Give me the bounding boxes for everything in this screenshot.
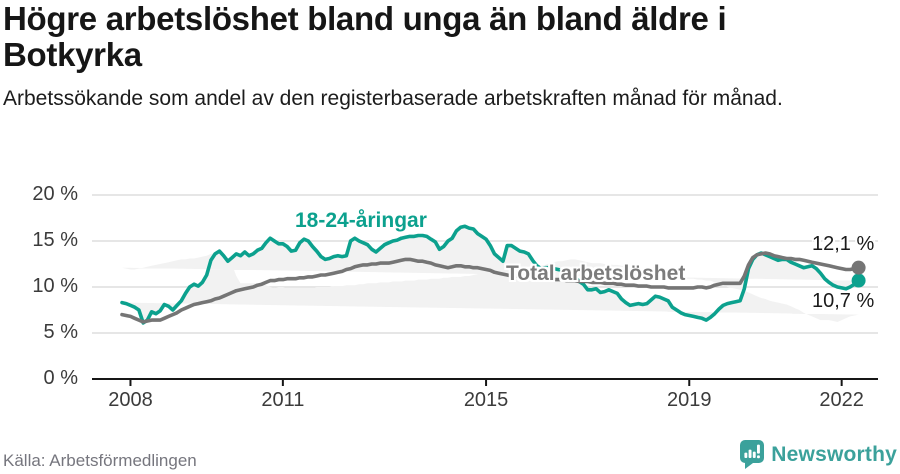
end-value-total: 12,1 %	[812, 233, 875, 255]
chart-canvas	[92, 194, 878, 386]
source-note: Källa: Arbetsförmedlingen	[3, 451, 197, 470]
chart-subtitle: Arbetssökande som andel av den registerb…	[3, 87, 783, 110]
line-total	[120, 251, 861, 324]
x-axis-label: 2011	[261, 389, 305, 411]
x-axis-label: 2019	[667, 389, 712, 411]
newsworthy-bubble-chart-icon	[740, 440, 765, 469]
series-label-total: Total arbetslöshet	[506, 262, 686, 285]
newsworthy-logo: Newsworthy	[740, 440, 897, 469]
y-axis-label: 15 %	[32, 229, 78, 252]
series-label-young: 18-24-åringar	[295, 209, 427, 232]
x-axis-label: 2008	[108, 389, 153, 411]
band-between-series	[122, 226, 859, 323]
line-young	[120, 224, 861, 325]
end-value-young: 10,7 %	[812, 290, 875, 312]
x-axis-label: 2015	[463, 389, 509, 411]
chart-title: Högre arbetslöshet bland unga än bland ä…	[3, 0, 727, 73]
y-axis-label: 0 %	[43, 367, 78, 390]
end-dot-total	[851, 260, 866, 275]
y-axis-label: 10 %	[32, 275, 78, 298]
y-axis-label: 5 %	[43, 321, 78, 344]
newsworthy-wordmark: Newsworthy	[771, 442, 897, 466]
x-axis-label: 2022	[819, 389, 864, 411]
y-axis-label: 20 %	[32, 183, 78, 206]
end-dot-young	[851, 273, 866, 288]
